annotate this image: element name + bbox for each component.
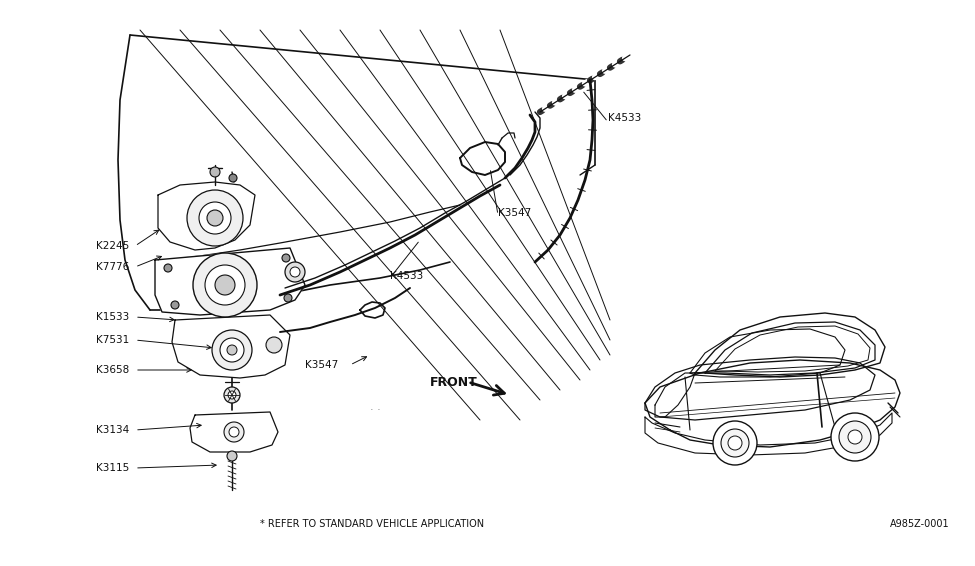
- Circle shape: [282, 254, 290, 262]
- Polygon shape: [158, 182, 255, 250]
- Circle shape: [290, 267, 300, 277]
- Text: K3115: K3115: [96, 463, 130, 473]
- Text: K3658: K3658: [96, 365, 130, 375]
- Circle shape: [193, 253, 257, 317]
- Polygon shape: [705, 322, 875, 375]
- Text: K4533: K4533: [608, 113, 642, 123]
- Circle shape: [210, 167, 220, 177]
- Polygon shape: [655, 373, 695, 417]
- Circle shape: [713, 421, 757, 465]
- Circle shape: [848, 430, 862, 444]
- Text: · ·: · ·: [370, 405, 380, 415]
- Text: K7776: K7776: [96, 262, 130, 272]
- Circle shape: [205, 265, 245, 305]
- Text: K2245: K2245: [96, 241, 130, 251]
- Circle shape: [266, 337, 282, 353]
- Circle shape: [728, 436, 742, 450]
- Circle shape: [229, 174, 237, 182]
- Circle shape: [207, 210, 223, 226]
- Circle shape: [285, 262, 305, 282]
- Text: K7531: K7531: [96, 335, 130, 345]
- Circle shape: [187, 190, 243, 246]
- Circle shape: [284, 294, 292, 302]
- Polygon shape: [155, 248, 305, 315]
- Text: FRONT: FRONT: [430, 376, 478, 389]
- Text: A985Z-0001: A985Z-0001: [890, 519, 950, 529]
- Polygon shape: [645, 413, 892, 455]
- Polygon shape: [190, 412, 278, 452]
- Circle shape: [721, 429, 749, 457]
- Circle shape: [199, 202, 231, 234]
- Circle shape: [229, 427, 239, 437]
- Polygon shape: [645, 357, 875, 420]
- Circle shape: [164, 264, 172, 272]
- Polygon shape: [645, 360, 900, 447]
- Circle shape: [215, 275, 235, 295]
- Circle shape: [228, 391, 236, 399]
- Circle shape: [831, 413, 879, 461]
- Text: K3547: K3547: [305, 360, 338, 370]
- Circle shape: [171, 301, 179, 309]
- Circle shape: [227, 451, 237, 461]
- Circle shape: [220, 338, 244, 362]
- Polygon shape: [172, 315, 290, 378]
- Circle shape: [839, 421, 871, 453]
- Circle shape: [227, 345, 237, 355]
- Circle shape: [224, 422, 244, 442]
- Text: K4533: K4533: [390, 271, 423, 281]
- Circle shape: [224, 387, 240, 403]
- Text: K3547: K3547: [498, 208, 531, 218]
- Circle shape: [212, 330, 252, 370]
- Polygon shape: [695, 313, 885, 377]
- Text: * REFER TO STANDARD VEHICLE APPLICATION: * REFER TO STANDARD VEHICLE APPLICATION: [260, 519, 485, 529]
- Text: K1533: K1533: [96, 312, 130, 322]
- Text: K3134: K3134: [96, 425, 130, 435]
